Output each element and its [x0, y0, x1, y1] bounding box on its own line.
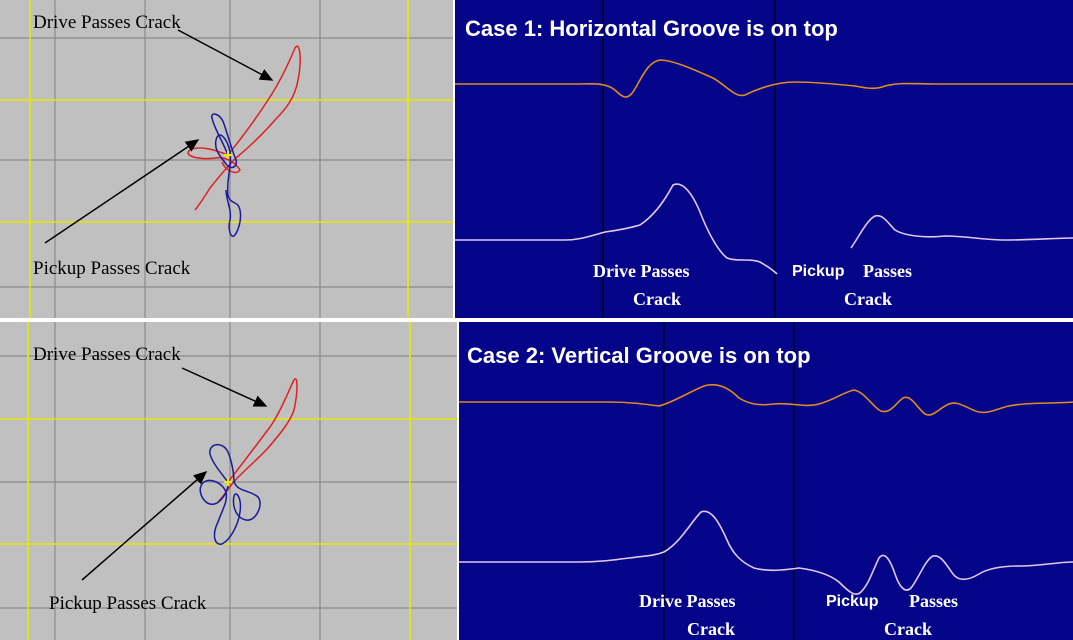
- case1-scope-pickup-label-line2: Crack: [844, 289, 892, 309]
- case1-scope-cursors: [602, 0, 776, 318]
- case1-drive-arrow: [177, 29, 274, 81]
- case2-scope-drive-label-line1: Drive Passes: [639, 591, 736, 611]
- case1-pickup-label: Pickup Passes Crack: [33, 258, 191, 279]
- case1-drive-label: Drive Passes Crack: [33, 12, 181, 33]
- case1-bottom-trace: [455, 183, 1073, 275]
- case1-scope-plot: [455, 0, 1073, 318]
- case2-drive-label: Drive Passes Crack: [33, 344, 181, 365]
- case1-origin-marker: [224, 151, 232, 159]
- case2-pickup-arrow: [81, 471, 208, 581]
- case2-scope-drive-label-line2: Crack: [687, 619, 735, 639]
- case2-lissajous-plot: [0, 322, 457, 640]
- case1-pickup-trace: [211, 113, 242, 237]
- case1-scope-drive-label-line2: Crack: [633, 289, 681, 309]
- case2-scope-pickup-label-line2: Crack: [884, 619, 932, 639]
- case2-top-trace: [459, 383, 1073, 416]
- case1-lissajous-panel: Drive Passes Crack Pickup Passes Crack: [0, 0, 453, 318]
- case1-drive-trace: [187, 45, 301, 211]
- case2-drive-trace: [217, 378, 298, 503]
- case2-scope-plot: [459, 322, 1073, 640]
- case1-scope-pickup-label-line1: Pickup: [792, 263, 845, 280]
- case2-lissajous-panel: Drive Passes Crack Pickup Passes Crack: [0, 322, 457, 640]
- case2-pickup-label: Pickup Passes Crack: [49, 593, 207, 614]
- case2-origin-marker: [224, 478, 232, 486]
- case2-bottom-trace: [459, 510, 1073, 595]
- case1-scope-drive-label-line1: Drive Passes: [593, 261, 690, 281]
- case2-scope-pickup-label-line1b: Passes: [909, 591, 958, 611]
- case1-scope-pickup-label-line1b: Passes: [863, 261, 912, 281]
- case1-title: Case 1: Horizontal Groove is on top: [465, 16, 838, 41]
- case1-scope-panel: Case 1: Horizontal Groove is on top Driv…: [455, 0, 1073, 318]
- case1-lissajous-plot: [0, 0, 453, 318]
- case2-title: Case 2: Vertical Groove is on top: [467, 343, 811, 368]
- case1-top-trace: [455, 59, 1073, 98]
- case2-scope-panel: Case 2: Vertical Groove is on top Drive …: [459, 322, 1073, 640]
- case1-pickup-arrow: [44, 139, 200, 244]
- case2-scope-cursors: [663, 322, 795, 640]
- case2-scope-pickup-label-line1: Pickup: [826, 593, 879, 610]
- case2-yellow-axes: [0, 322, 457, 640]
- case2-drive-arrow: [181, 367, 268, 407]
